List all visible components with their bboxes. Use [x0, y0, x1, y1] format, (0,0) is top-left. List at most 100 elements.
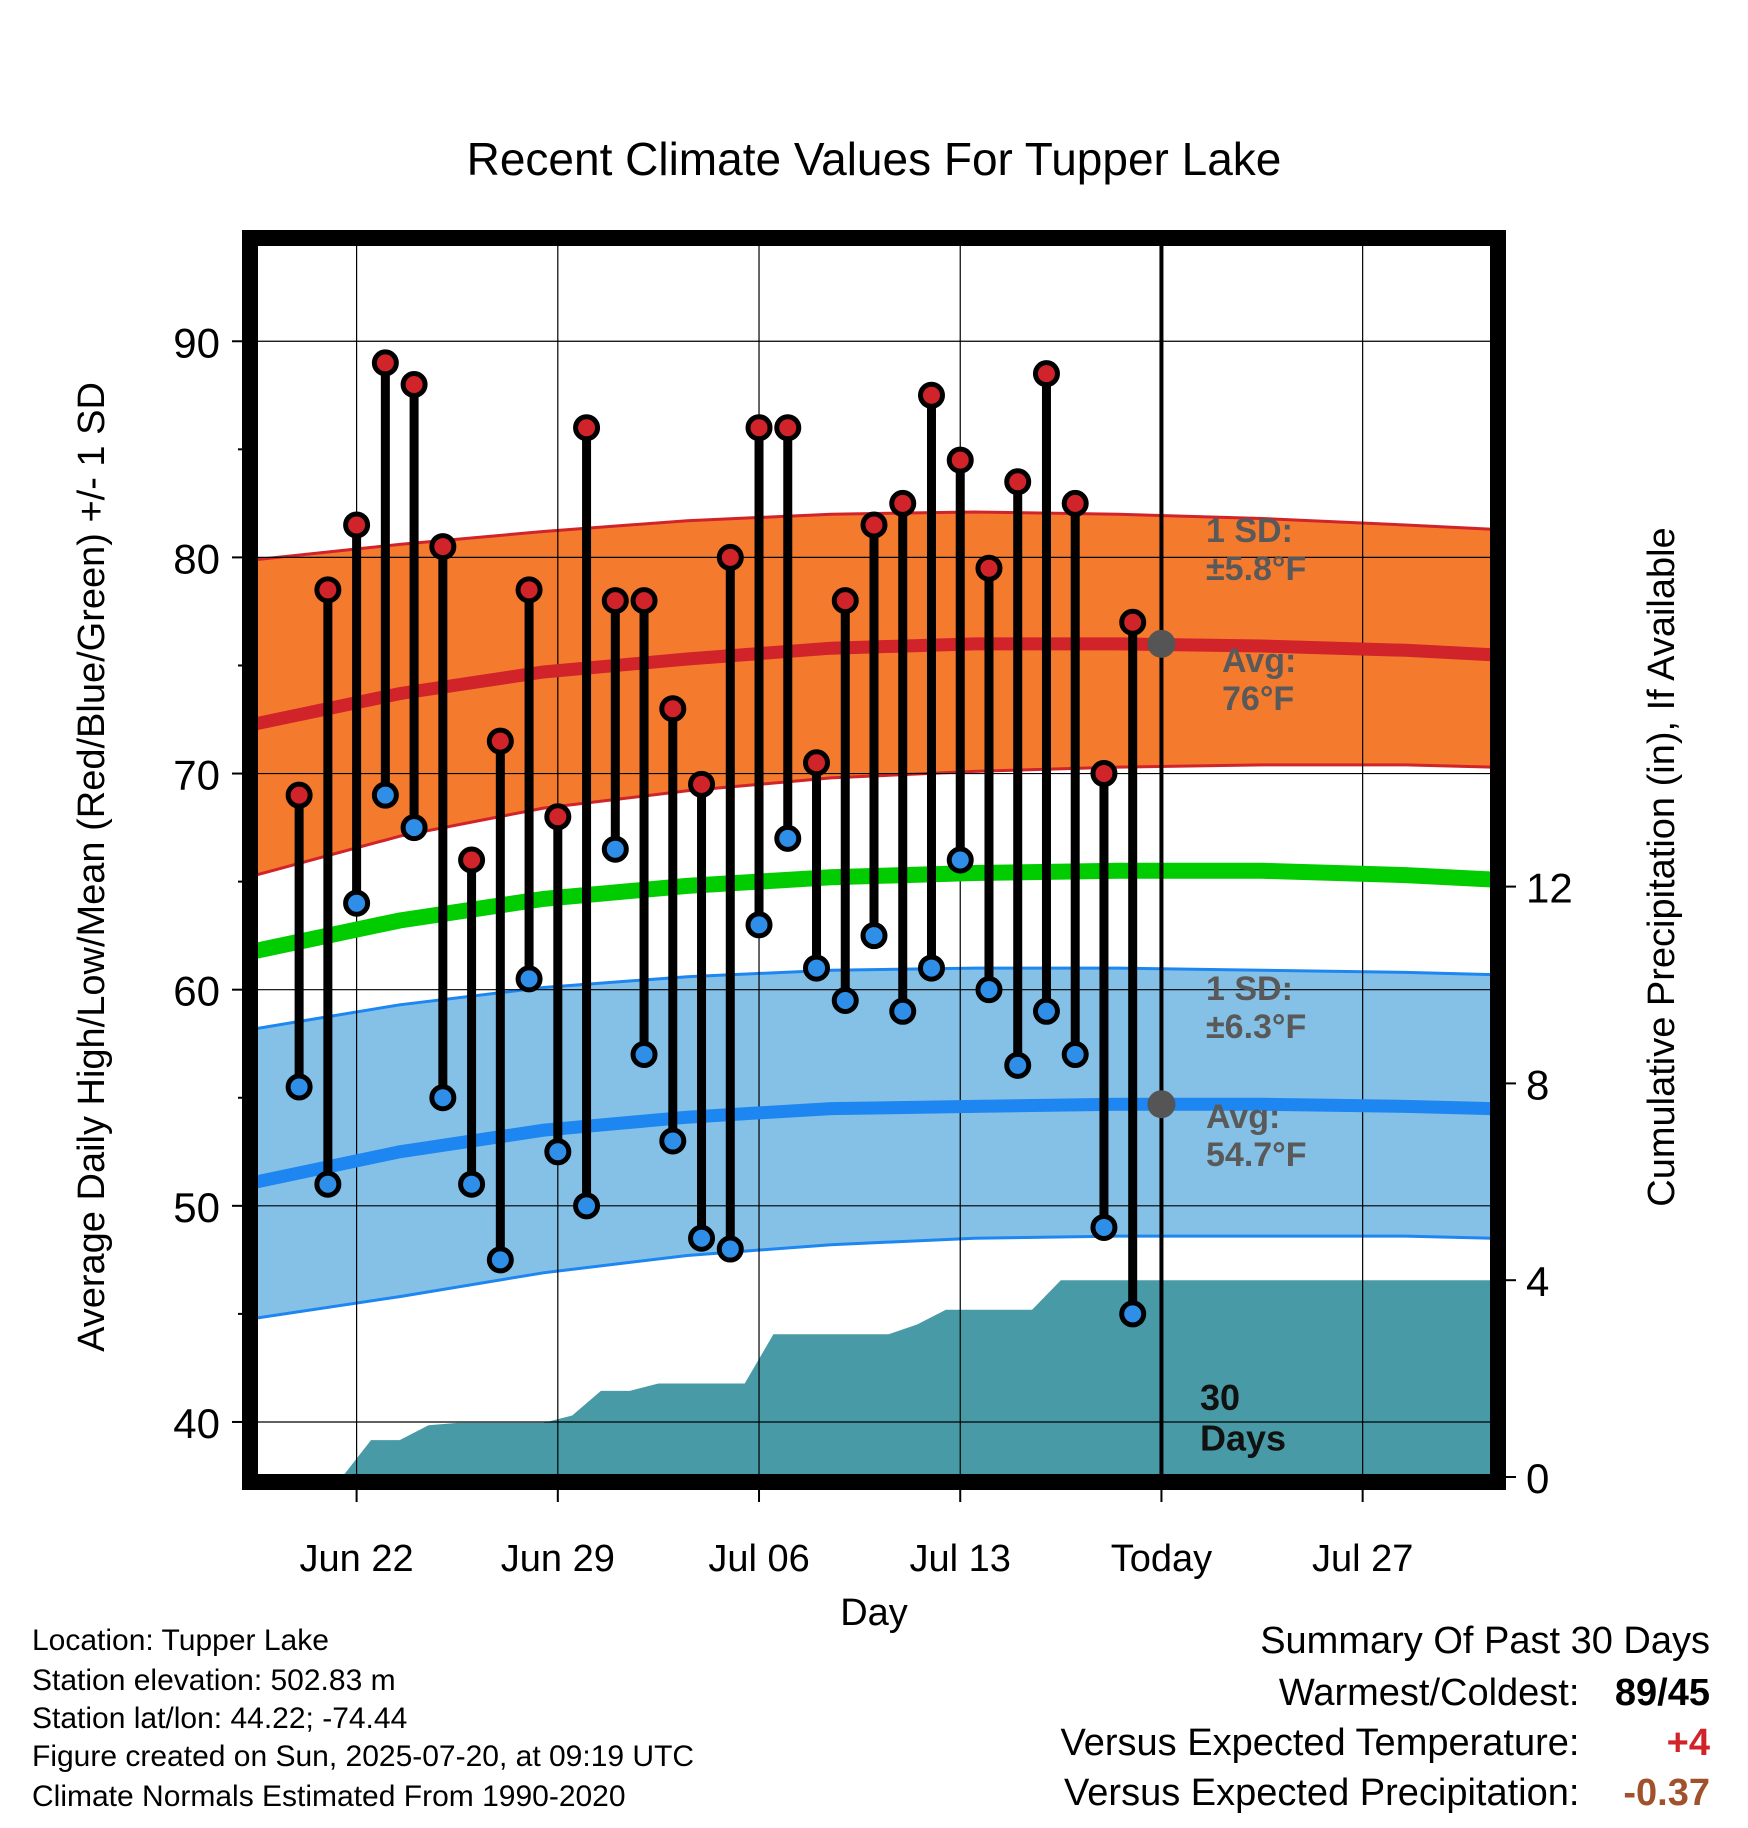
daily-high-point — [400, 370, 428, 398]
daily-low-point — [1032, 997, 1060, 1025]
low-avg-annotation: Avg: 54.7°F — [1206, 1098, 1307, 1174]
summary-warmest-coldest-label: Warmest/Coldest: — [1278, 1672, 1580, 1714]
daily-low-point — [458, 1170, 486, 1198]
daily-high-point — [745, 414, 773, 442]
daily-high-point — [486, 727, 514, 755]
daily-low-point — [486, 1246, 514, 1274]
daily-low-point — [774, 824, 802, 852]
daily-high-point — [429, 533, 457, 561]
daily-high-point — [371, 349, 399, 377]
info-elevation: Station elevation: 502.83 m — [32, 1664, 396, 1697]
daily-high-point — [917, 381, 945, 409]
y2-tick-label: 8 — [1526, 1061, 1549, 1108]
thirty-days-annotation: 30 Days — [1200, 1377, 1286, 1458]
daily-high-point — [889, 489, 917, 517]
daily-low-point — [1061, 1041, 1089, 1069]
y2-tick-label: 4 — [1526, 1258, 1549, 1305]
x-axis-label: Day — [840, 1592, 908, 1634]
info-normals: Climate Normals Estimated From 1990-2020 — [32, 1780, 626, 1813]
daily-low-point — [659, 1127, 687, 1155]
daily-high-point — [458, 846, 486, 874]
y-tick-label: 40 — [173, 1400, 220, 1447]
daily-low-point — [285, 1073, 313, 1101]
daily-high-point — [1061, 489, 1089, 517]
daily-high-point — [1090, 760, 1118, 788]
daily-low-point — [688, 1224, 716, 1252]
y-axis-label: Average Daily High/Low/Mean (Red/Blue/Gr… — [71, 382, 113, 1352]
daily-high-point — [1032, 360, 1060, 388]
y2-axis-label: Cumulative Precipitation (in), If Availa… — [1641, 527, 1683, 1206]
daily-high-point — [831, 587, 859, 615]
daily-high-point — [601, 587, 629, 615]
daily-high-point — [314, 576, 342, 604]
daily-low-point — [601, 835, 629, 863]
daily-high-point — [803, 749, 831, 777]
daily-high-point — [285, 781, 313, 809]
daily-low-point — [1004, 1051, 1032, 1079]
daily-low-point — [889, 997, 917, 1025]
y-tick-label: 80 — [173, 535, 220, 582]
daily-low-point — [371, 781, 399, 809]
daily-high-point — [774, 414, 802, 442]
daily-low-point — [946, 846, 974, 874]
daily-high-point — [515, 576, 543, 604]
daily-high-point — [659, 695, 687, 723]
daily-high-point — [573, 414, 601, 442]
daily-low-point — [917, 954, 945, 982]
y-tick-label: 60 — [173, 968, 220, 1015]
daily-high-point — [860, 511, 888, 539]
daily-high-point — [716, 543, 744, 571]
x-tick-label: Jun 29 — [501, 1538, 615, 1580]
high-avg-annotation: Avg: 76°F — [1222, 642, 1296, 718]
daily-high-point — [975, 554, 1003, 582]
today-avg-low-marker — [1147, 1090, 1176, 1119]
summary-temperature-value: +4 — [1666, 1722, 1710, 1764]
x-tick-label: Jul 27 — [1312, 1538, 1413, 1580]
y-tick-label: 90 — [173, 319, 220, 366]
precipitation-area — [342, 1280, 1492, 1476]
daily-high-point — [688, 770, 716, 798]
y-tick-label: 70 — [173, 752, 220, 799]
summary-precipitation-value: -0.37 — [1623, 1772, 1710, 1814]
daily-low-point — [515, 965, 543, 993]
daily-low-point — [343, 889, 371, 917]
summary-title: Summary Of Past 30 Days — [1260, 1620, 1710, 1662]
summary-temperature-label: Versus Expected Temperature: — [1060, 1722, 1580, 1764]
info-latlon: Station lat/lon: 44.22; -74.44 — [32, 1702, 408, 1735]
daily-high-point — [343, 511, 371, 539]
daily-high-point — [630, 587, 658, 615]
y-tick-label: 50 — [173, 1184, 220, 1231]
y2-tick-label: 12 — [1526, 865, 1573, 912]
daily-low-point — [860, 922, 888, 950]
x-tick-label: Jul 13 — [910, 1538, 1011, 1580]
x-tick-label: Jul 06 — [708, 1538, 809, 1580]
daily-low-point — [975, 976, 1003, 1004]
daily-low-point — [716, 1235, 744, 1263]
daily-high-point — [1119, 608, 1147, 636]
summary-warmest-coldest: Warmest/Coldest: 89/45 — [1279, 1672, 1710, 1715]
daily-low-point — [429, 1084, 457, 1112]
y2-tick-label: 0 — [1526, 1455, 1549, 1502]
chart-title: Recent Climate Values For Tupper Lake — [467, 133, 1282, 185]
daily-low-point — [803, 954, 831, 982]
daily-low-point — [1119, 1300, 1147, 1328]
info-created: Figure created on Sun, 2025-07-20, at 09… — [32, 1740, 695, 1773]
today-avg-high-marker — [1147, 629, 1176, 658]
summary-temperature: Versus Expected Temperature: +4 — [1061, 1722, 1710, 1765]
high-sd-annotation: 1 SD: ±5.8°F — [1206, 512, 1306, 588]
daily-high-point — [946, 446, 974, 474]
daily-low-point — [745, 911, 773, 939]
daily-low-point — [630, 1041, 658, 1069]
summary-precipitation-label: Versus Expected Precipitation: — [1064, 1772, 1580, 1814]
daily-low-point — [1090, 1213, 1118, 1241]
daily-low-point — [544, 1138, 572, 1166]
x-tick-label: Jun 22 — [300, 1538, 414, 1580]
x-tick-label: Today — [1111, 1538, 1212, 1580]
plot-frame — [242, 230, 1506, 1490]
low-sd-band — [256, 968, 1492, 1319]
daily-high-point — [1004, 468, 1032, 496]
daily-high-point — [544, 803, 572, 831]
low-sd-annotation: 1 SD: ±6.3°F — [1206, 970, 1306, 1046]
summary-warmest-coldest-value: 89/45 — [1614, 1672, 1710, 1714]
